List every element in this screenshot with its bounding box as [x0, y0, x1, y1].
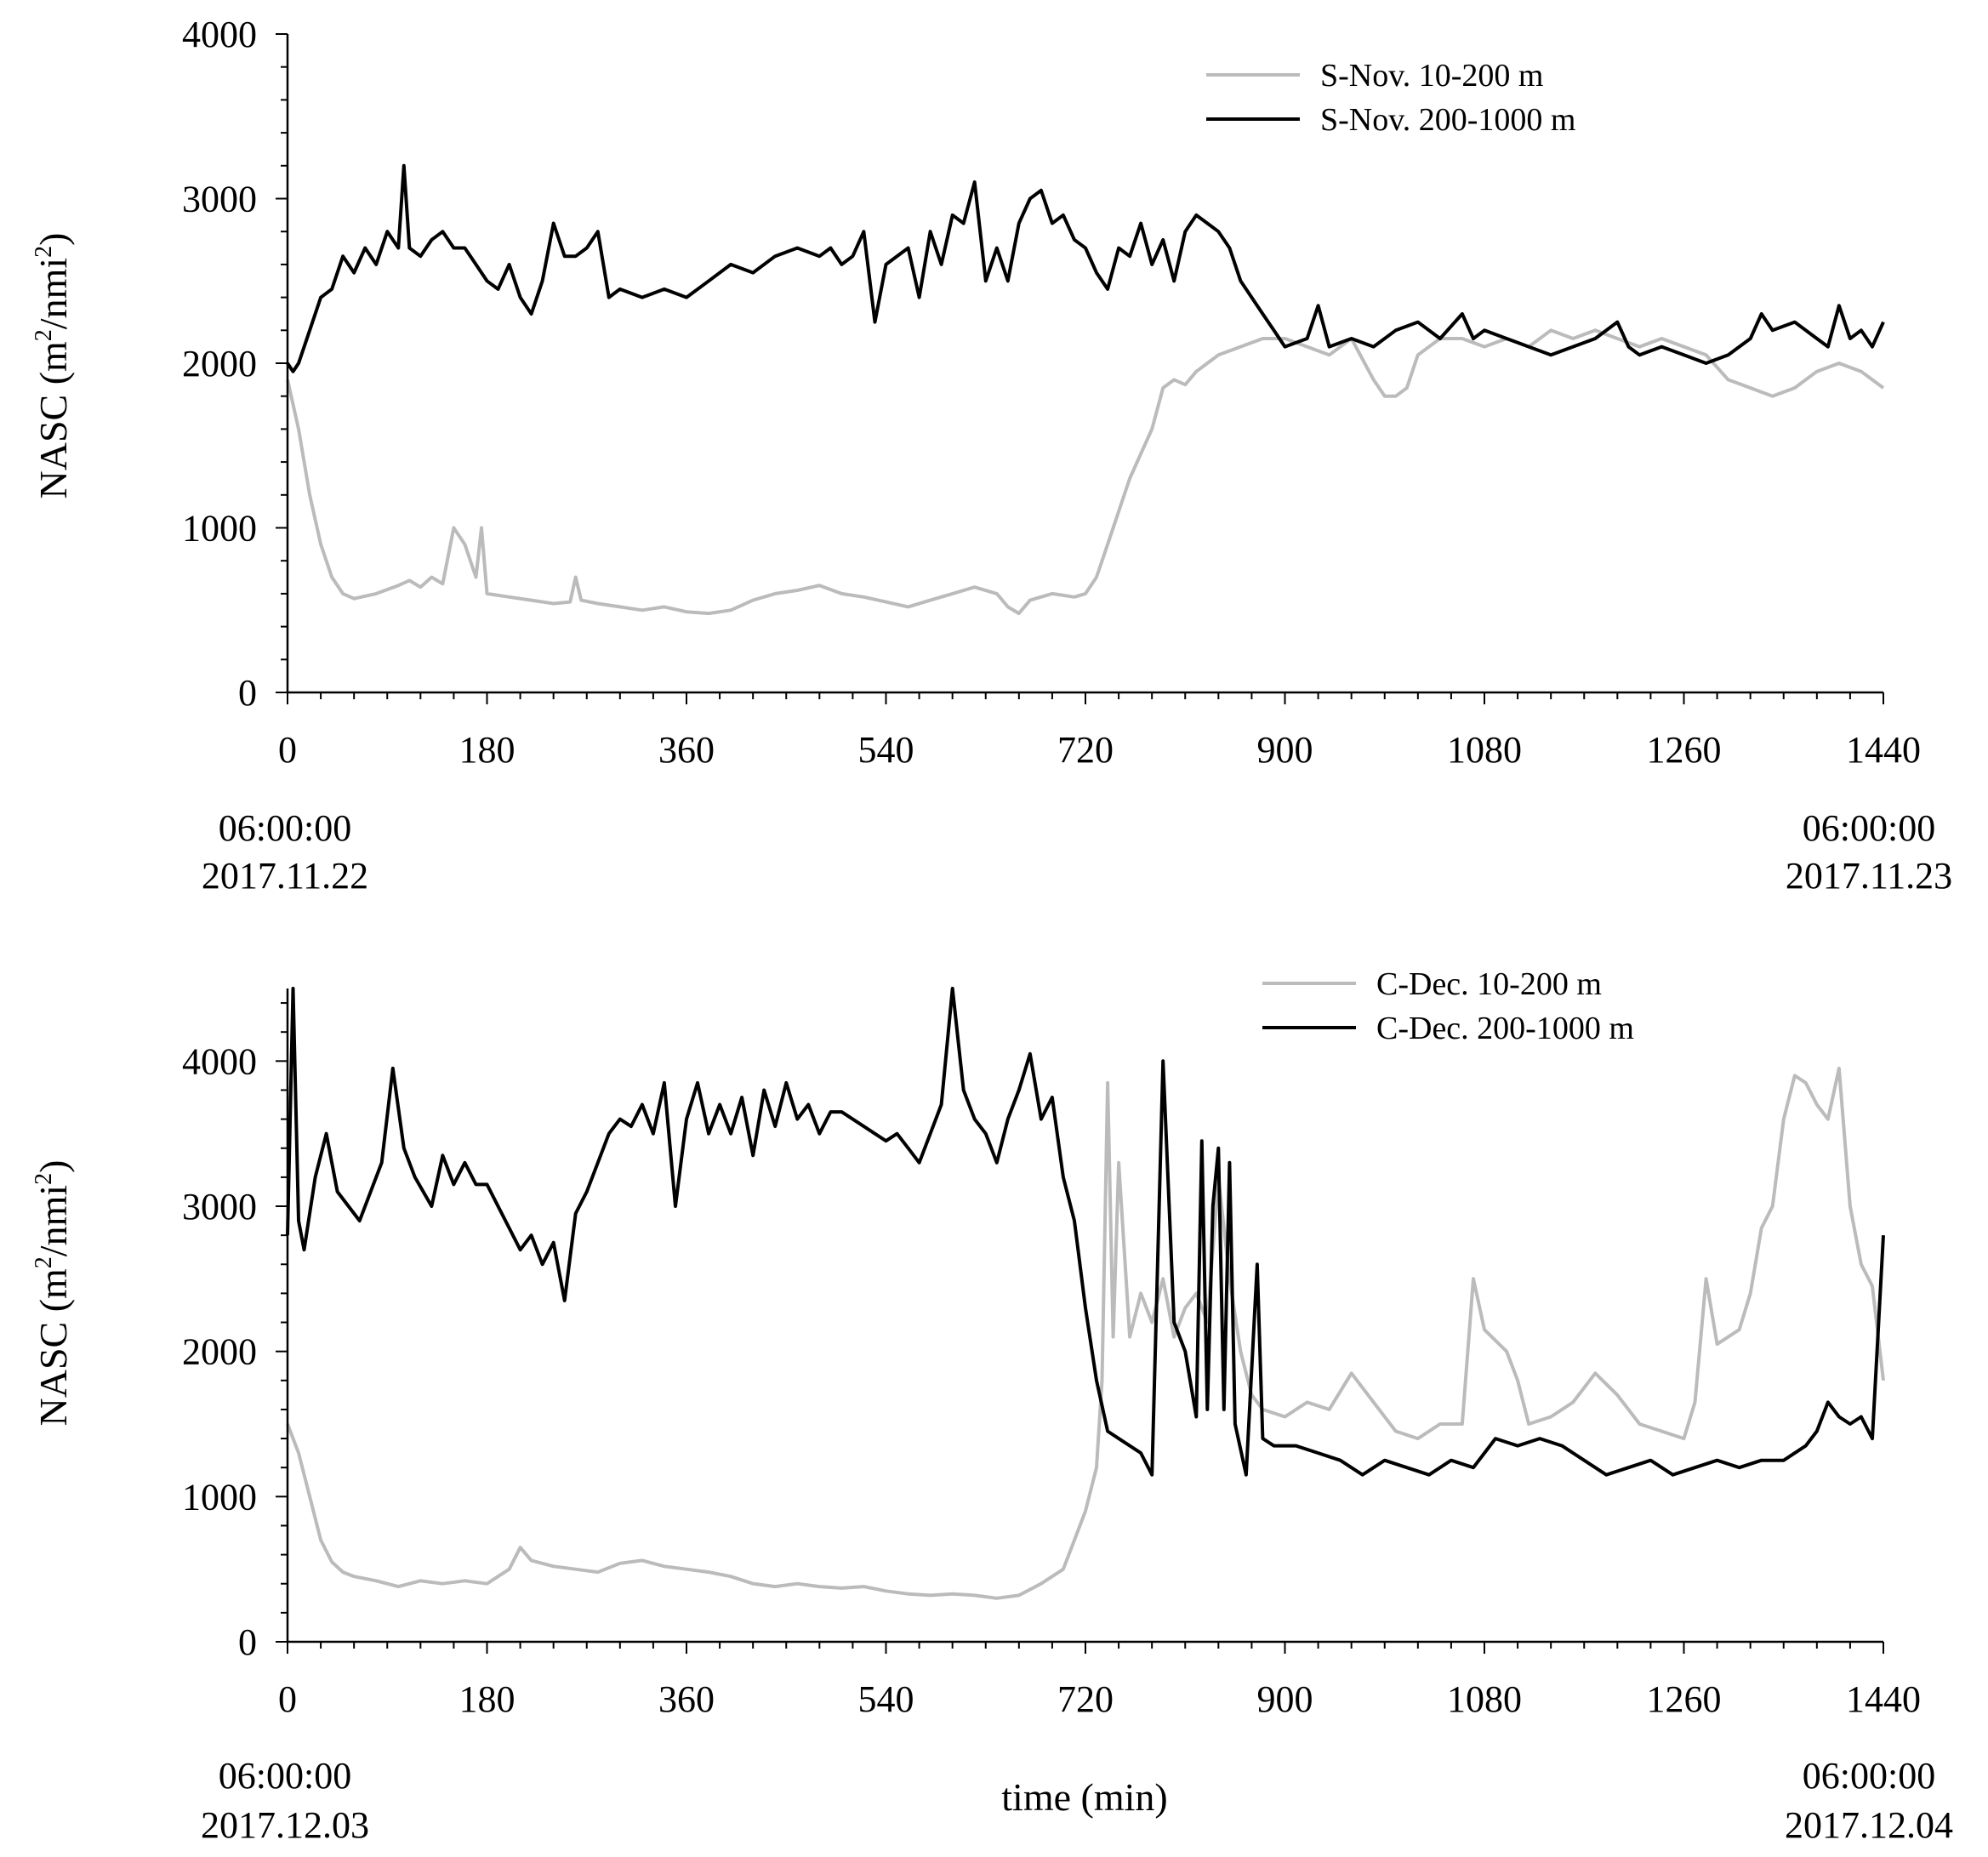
y-tick-label: 3000 [182, 1186, 257, 1228]
x-tick-label: 1440 [1846, 729, 1921, 771]
x-tick-label: 0 [278, 729, 297, 771]
x-axis-title: time (min) [1001, 1775, 1167, 1819]
x-tick-label: 900 [1257, 1678, 1313, 1720]
y-tick-label: 1000 [182, 1476, 257, 1518]
start-time-label: 06:00:00 [219, 807, 351, 849]
y-tick-label: 0 [238, 672, 257, 714]
svg-text:NASC (m2/nmi2): NASC (m2/nmi2) [31, 233, 75, 499]
legend-label: S-Nov. 10-200 m [1320, 58, 1543, 94]
y-tick-label: 4000 [182, 1040, 257, 1082]
end-time-label: 06:00:00 [1803, 807, 1935, 849]
x-tick-label: 0 [278, 1678, 297, 1720]
start-date-label: 2017.12.03 [201, 1804, 369, 1846]
y-tick-label: 1000 [182, 508, 257, 550]
y-tick-label: 2000 [182, 343, 257, 385]
svg-text:NASC (m2/nmi2): NASC (m2/nmi2) [31, 1160, 75, 1427]
x-tick-label: 360 [658, 729, 715, 771]
x-tick-label: 180 [459, 1678, 516, 1720]
x-tick-label: 720 [1057, 729, 1114, 771]
x-tick-label: 1080 [1447, 1678, 1522, 1720]
series-line-deep [286, 987, 1885, 1477]
chart-panel-top: NASC (m2/nmi2) 0 180 360 540 720 900 1080 1260 1… [31, 14, 1952, 897]
series-line-deep [286, 163, 1885, 373]
x-tick-label: 1260 [1647, 1678, 1722, 1720]
x-tick-label: 1260 [1647, 729, 1722, 771]
y-axis-title: NASC (m2/nmi2) [31, 1160, 75, 1427]
end-date-label: 2017.12.04 [1785, 1804, 1953, 1846]
x-tick-label: 900 [1257, 729, 1313, 771]
legend-label: C-Dec. 200-1000 m [1376, 1011, 1634, 1046]
start-time-label: 06:00:00 [219, 1755, 351, 1797]
legend: S-Nov. 10-200 m S-Nov. 200-1000 m [1206, 58, 1575, 138]
x-tick-label: 1080 [1447, 729, 1522, 771]
legend-label: S-Nov. 200-1000 m [1320, 102, 1575, 138]
series-line-shallow [286, 1066, 1885, 1600]
legend: C-Dec. 10-200 m C-Dec. 200-1000 m [1262, 966, 1634, 1046]
y-axis-title: NASC (m2/nmi2) [31, 233, 75, 499]
y-tick-label: 3000 [182, 179, 257, 220]
end-date-label: 2017.11.23 [1786, 855, 1952, 897]
y-tick-label: 4000 [182, 14, 257, 55]
series-line-shallow [286, 328, 1885, 616]
x-tick-label: 360 [658, 1678, 715, 1720]
x-tick-label: 540 [858, 729, 914, 771]
y-tick-label: 2000 [182, 1331, 257, 1373]
x-tick-label: 1440 [1846, 1678, 1921, 1720]
x-tick-label: 540 [858, 1678, 914, 1720]
x-tick-label: 180 [459, 729, 516, 771]
start-date-label: 2017.11.22 [202, 855, 368, 897]
y-tick-label: 0 [238, 1621, 257, 1663]
chart-panel-bottom: NASC (m2/nmi2) 0 180 360 540 720 900 1080 1260 1… [31, 966, 1953, 1846]
end-time-label: 06:00:00 [1803, 1755, 1935, 1797]
x-tick-label: 720 [1057, 1678, 1114, 1720]
legend-label: C-Dec. 10-200 m [1376, 966, 1602, 1002]
